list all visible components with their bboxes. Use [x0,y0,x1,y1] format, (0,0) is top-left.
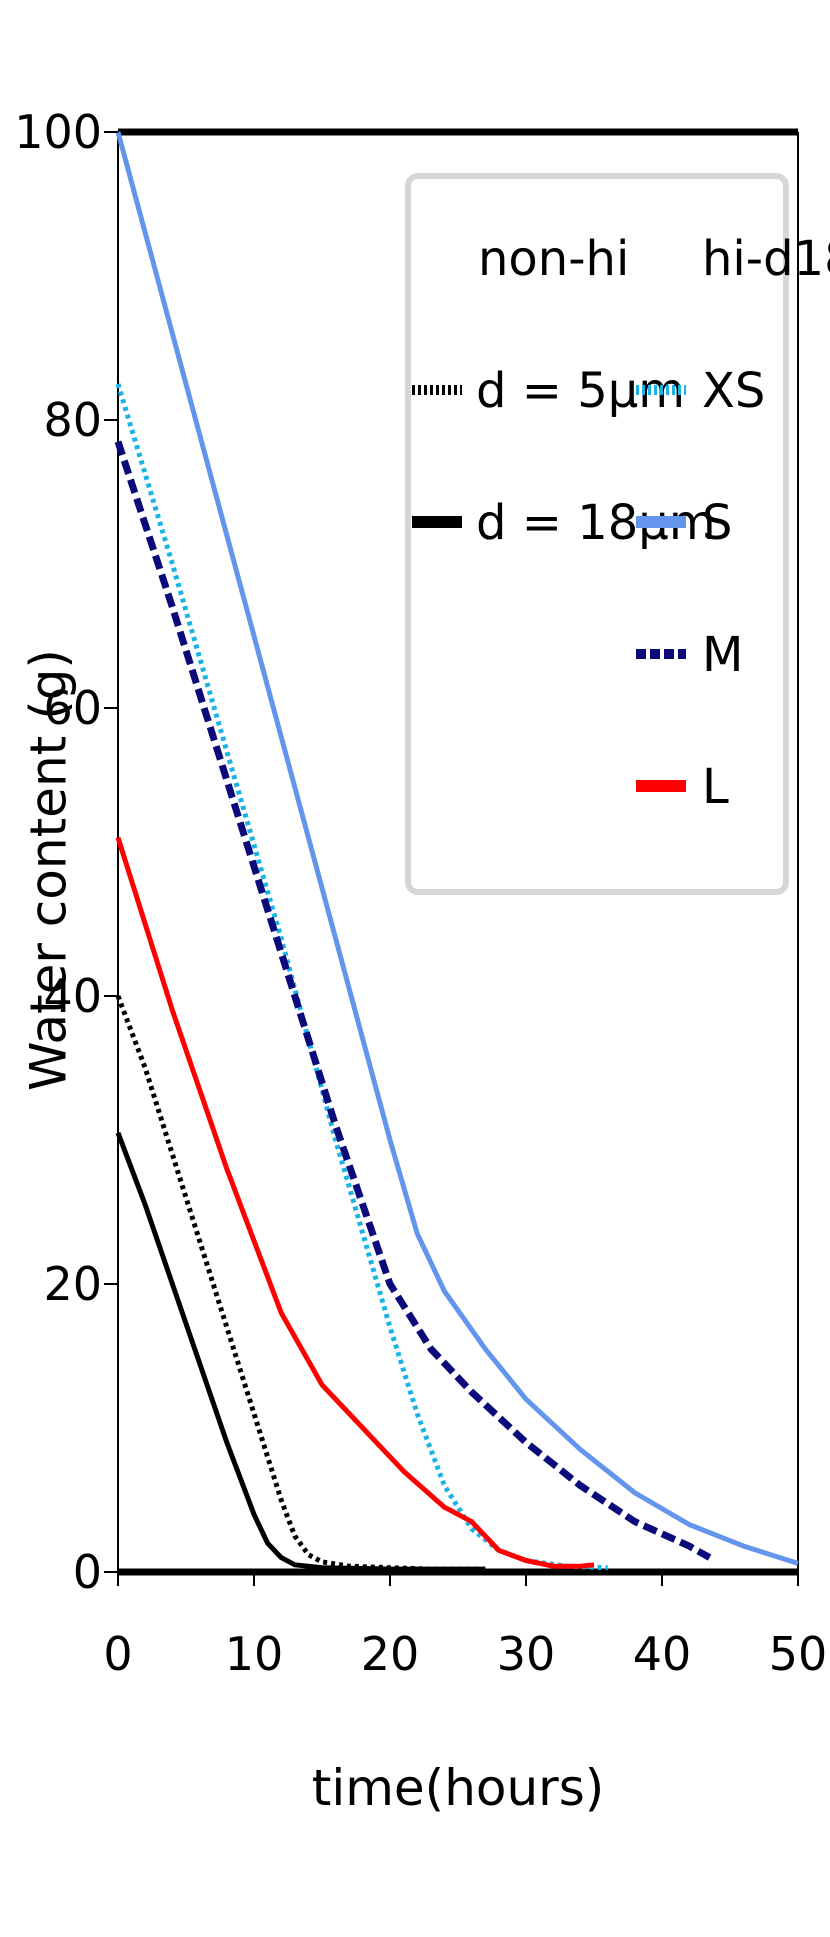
legend-label-2: XS [702,363,765,419]
y-tick-label: 40 [43,969,102,1023]
series-layer [114,131,799,1572]
y-tick-label: 0 [73,1545,102,1599]
y-tick-label: 80 [43,393,102,447]
series-line-5 [115,836,595,1569]
legend-header-non-hi: non-hi [478,231,629,287]
legend-label-0: d = 5μm [476,363,685,419]
ticks-layer: 0 10 20 30 40 50 0 20 40 60 80 100 [14,105,827,1681]
legend-label-3: S [702,495,732,551]
series-line-1 [115,1131,486,1572]
series-line-0 [115,995,486,1572]
y-tick-label: 60 [43,681,102,735]
x-tick-label: 20 [361,1627,420,1681]
x-tick-label: 40 [633,1627,692,1681]
legend-box [405,173,789,895]
series-line-4 [114,440,712,1561]
series-line-3 [115,131,799,1566]
x-tick-label: 10 [225,1627,284,1681]
legend-header-hi-d18: hi-d18 [702,231,830,287]
x-tick-label: 50 [769,1627,828,1681]
y-tick-label: 20 [43,1257,102,1311]
y-axis-label: Water content (g) [20,649,78,1091]
y-tick-label: 100 [14,105,102,159]
legend-label-4: M [702,627,743,683]
plot-frame [117,128,799,1576]
x-tick-label: 0 [103,1627,132,1681]
legend-label-5: L [702,759,729,815]
x-tick-label: 30 [497,1627,556,1681]
x-axis-label: time(hours) [312,1759,605,1817]
